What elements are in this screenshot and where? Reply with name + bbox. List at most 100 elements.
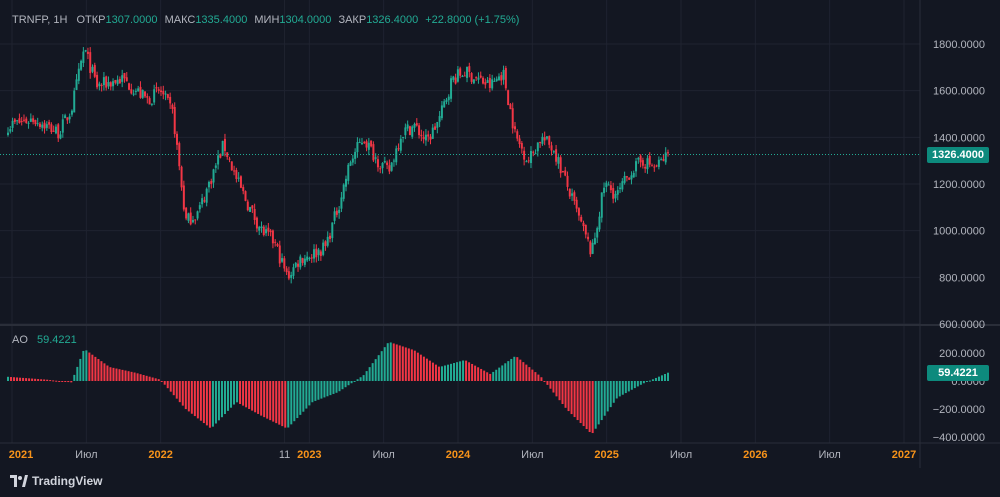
candle-body	[130, 89, 133, 94]
candle-body	[420, 134, 423, 137]
candle-body	[509, 104, 512, 110]
ao-bar	[344, 381, 347, 388]
candle-body	[251, 205, 254, 209]
candle-body	[201, 198, 204, 205]
high-value: 1335.4000	[195, 14, 248, 26]
candle-body	[11, 120, 14, 128]
ao-bar	[184, 381, 187, 410]
ao-bar	[663, 374, 666, 381]
ao-bar	[407, 348, 410, 381]
ao-bar	[645, 381, 648, 382]
ao-bar	[193, 381, 196, 417]
ao-bar	[187, 381, 190, 412]
candle-body	[600, 192, 603, 218]
ao-bar	[627, 381, 630, 392]
ao-bar	[314, 381, 317, 401]
time-axis-label: 2023	[297, 449, 321, 461]
candle-body	[664, 152, 667, 163]
ao-bar	[612, 381, 615, 403]
candle-body	[518, 138, 521, 145]
candle-body	[73, 90, 76, 113]
candle-body	[9, 129, 12, 132]
ao-bar	[22, 377, 25, 381]
chart-canvas[interactable]: 1800.0000 1600.0000 1400.0000 1200.0000 1000…	[0, 0, 1000, 468]
candle-body	[182, 185, 185, 210]
candle-body	[470, 73, 473, 82]
candle-body	[548, 136, 551, 145]
candle-body	[315, 248, 318, 258]
ao-bar	[588, 381, 591, 433]
ao-bar	[97, 359, 100, 381]
ao-bar	[594, 381, 597, 429]
candle-body	[655, 165, 658, 167]
candle-body	[607, 184, 610, 186]
candle-body	[68, 116, 71, 120]
ao-bar	[483, 370, 486, 381]
ao-bar	[489, 373, 492, 381]
candle-body	[418, 125, 421, 136]
candle-body	[173, 106, 176, 135]
candle-body	[593, 238, 596, 245]
open-label: ОТКР	[76, 14, 106, 26]
ao-bar	[124, 370, 127, 381]
ao-bar	[621, 381, 624, 395]
candle-body	[292, 267, 295, 276]
ao-bar	[624, 381, 627, 394]
candle-body	[545, 136, 548, 139]
candle-body	[114, 80, 117, 83]
candle-body	[486, 80, 489, 83]
candle-body	[29, 118, 32, 122]
candle-body	[155, 87, 158, 89]
candle-body	[80, 60, 83, 70]
candle-body	[498, 76, 501, 81]
ao-bar	[459, 361, 462, 381]
ao-bar	[115, 368, 118, 381]
candle-body	[52, 130, 55, 132]
ao-bar	[305, 381, 308, 409]
ao-bars	[7, 342, 669, 434]
ao-bar	[67, 381, 70, 383]
candle-body	[360, 142, 363, 145]
ao-bar	[552, 381, 555, 393]
candle-body	[436, 121, 439, 128]
tradingview-logo[interactable]: TradingView	[10, 474, 102, 488]
candle-body	[116, 79, 119, 85]
ao-name[interactable]: AO	[12, 334, 28, 346]
candle-body	[513, 126, 516, 130]
ao-bar	[428, 360, 431, 381]
candle-body	[329, 235, 332, 239]
candle-body	[411, 126, 414, 137]
candle-body	[452, 76, 455, 80]
candle-body	[573, 192, 576, 201]
candle-body	[313, 249, 316, 259]
candle-body	[230, 161, 233, 171]
ao-bar	[151, 377, 154, 381]
ao-bar	[293, 381, 296, 422]
candle-body	[123, 73, 126, 79]
candle-body	[61, 119, 64, 133]
ao-bar	[103, 363, 106, 381]
candle-body	[472, 79, 475, 84]
ao-bar	[422, 356, 425, 381]
candle-body	[223, 138, 226, 151]
ao-bar	[377, 355, 380, 381]
candle-body	[326, 236, 329, 246]
ao-bar	[76, 366, 79, 381]
candle-body	[404, 127, 407, 136]
ao-bar	[290, 381, 293, 425]
time-axis-label: 2027	[892, 449, 916, 461]
ao-bar	[636, 381, 639, 387]
candle-body	[109, 82, 112, 87]
ao-bar	[260, 381, 263, 416]
ao-bar	[154, 378, 157, 381]
candle-body	[244, 191, 247, 201]
ao-bar	[172, 381, 175, 396]
candle-body	[175, 133, 178, 145]
candle-body	[536, 142, 539, 152]
ao-legend: AO 59.4221	[12, 334, 77, 346]
candle-body	[203, 200, 206, 202]
candle-body	[491, 79, 494, 89]
candle-body	[153, 89, 156, 103]
ao-bar	[175, 381, 178, 399]
symbol-label[interactable]: TRNFP, 1H	[12, 14, 68, 26]
